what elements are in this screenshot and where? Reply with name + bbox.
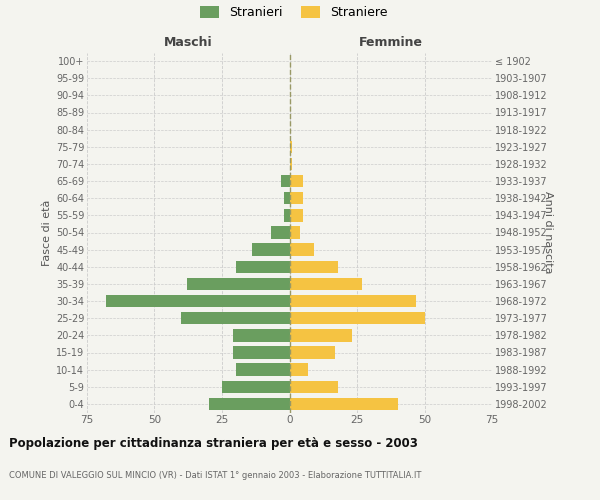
Bar	[106, 295, 290, 307]
Text: COMUNE DI VALEGGIO SUL MINCIO (VR) - Dati ISTAT 1° gennaio 2003 - Elaborazione T: COMUNE DI VALEGGIO SUL MINCIO (VR) - Dat…	[9, 471, 421, 480]
Bar	[252, 244, 290, 256]
Bar	[222, 380, 290, 393]
Bar	[290, 398, 398, 410]
Bar	[233, 346, 290, 358]
Text: Popolazione per cittadinanza straniera per età e sesso - 2003: Popolazione per cittadinanza straniera p…	[9, 438, 418, 450]
Bar	[290, 140, 292, 153]
Bar	[284, 192, 290, 204]
Text: Maschi: Maschi	[164, 36, 212, 49]
Bar	[290, 158, 292, 170]
Bar	[187, 278, 290, 290]
Bar	[182, 312, 290, 324]
Bar	[290, 260, 338, 273]
Bar	[284, 209, 290, 222]
Bar	[233, 329, 290, 342]
Bar	[290, 278, 362, 290]
Bar	[290, 364, 308, 376]
Bar	[209, 398, 290, 410]
Bar	[290, 346, 335, 358]
Bar	[290, 192, 303, 204]
Bar	[290, 175, 303, 187]
Bar	[290, 209, 303, 222]
Bar	[236, 260, 290, 273]
Bar	[271, 226, 290, 238]
Text: Femmine: Femmine	[359, 36, 423, 49]
Bar	[290, 329, 352, 342]
Bar	[290, 295, 416, 307]
Bar	[290, 380, 338, 393]
Bar	[236, 364, 290, 376]
Bar	[290, 226, 301, 238]
Bar	[281, 175, 290, 187]
Bar	[290, 244, 314, 256]
Legend: Stranieri, Straniere: Stranieri, Straniere	[198, 4, 390, 22]
Bar	[290, 312, 425, 324]
Y-axis label: Fasce di età: Fasce di età	[41, 200, 52, 266]
Y-axis label: Anni di nascita: Anni di nascita	[543, 191, 553, 274]
